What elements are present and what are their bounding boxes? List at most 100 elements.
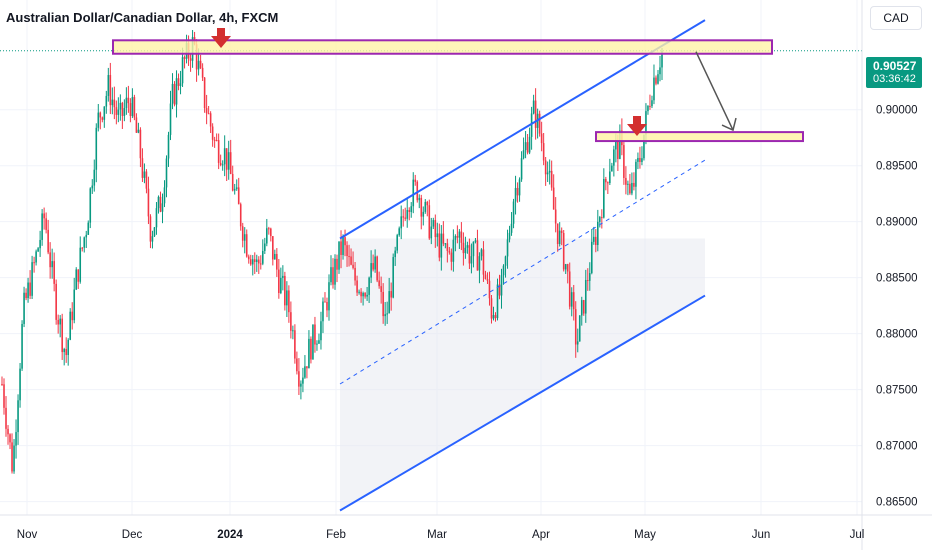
candle-body xyxy=(617,141,619,159)
candle-body xyxy=(59,318,61,325)
candle-body xyxy=(21,323,23,369)
x-tick-label: Mar xyxy=(427,529,447,541)
candle-body xyxy=(83,237,86,248)
candle-body xyxy=(546,172,549,175)
candle-body xyxy=(436,233,439,238)
candle-body xyxy=(141,158,144,178)
last-price-value: 0.90527 xyxy=(873,59,917,73)
candle-body xyxy=(597,221,599,245)
candle-body xyxy=(344,237,346,246)
candle-body xyxy=(89,188,92,223)
candle-body xyxy=(470,256,473,264)
candle-body xyxy=(420,197,423,217)
candle-body xyxy=(302,377,304,384)
candle-body xyxy=(408,210,411,213)
candle-body xyxy=(452,239,455,262)
candle-body xyxy=(350,256,352,265)
candle-body xyxy=(649,105,651,107)
candle-body xyxy=(500,275,503,296)
x-tick-label: May xyxy=(634,529,656,541)
candle-body xyxy=(105,95,108,107)
candle-body xyxy=(374,256,376,270)
candle-body xyxy=(601,217,603,219)
candle-body xyxy=(564,264,567,270)
candle-body xyxy=(109,75,112,106)
candle-body xyxy=(67,339,70,356)
candle-body xyxy=(627,183,629,185)
candle-body xyxy=(611,165,613,172)
channel-shade xyxy=(340,238,705,511)
candle-body xyxy=(117,109,120,115)
candle-body xyxy=(243,234,246,241)
candle-body xyxy=(133,97,136,118)
candle-body xyxy=(592,236,595,242)
candle-body xyxy=(647,105,649,112)
candle-body xyxy=(171,83,174,104)
candle-body xyxy=(3,384,5,408)
candle-body xyxy=(530,113,533,137)
candle-body xyxy=(488,280,491,299)
candle-body xyxy=(179,83,182,86)
candle-body xyxy=(510,223,513,233)
x-tick-label: Jul xyxy=(850,529,865,541)
candle-body xyxy=(111,99,114,106)
candle-body xyxy=(326,301,328,311)
candle-body xyxy=(382,291,384,317)
currency-button[interactable]: CAD xyxy=(870,6,922,30)
candle-body xyxy=(73,289,76,321)
candle-body xyxy=(496,284,499,319)
candle-body xyxy=(629,183,631,194)
candle-body xyxy=(356,280,358,293)
candle-body xyxy=(404,217,407,219)
candle-body xyxy=(189,58,192,61)
candle-body xyxy=(175,78,178,105)
candle-body xyxy=(504,256,507,266)
candle-body xyxy=(360,291,362,297)
candle-body xyxy=(235,187,238,189)
candle-body xyxy=(195,44,198,70)
candle-body xyxy=(410,206,413,213)
candle-body xyxy=(394,250,396,258)
candle-body xyxy=(482,249,485,275)
candle-body xyxy=(203,77,206,109)
candle-body xyxy=(332,267,334,285)
candle-body xyxy=(7,428,9,435)
candle-body xyxy=(631,182,633,194)
x-tick-label: Jun xyxy=(752,529,771,541)
candle-body xyxy=(605,178,607,183)
candle-body xyxy=(490,298,493,319)
candle-body xyxy=(446,243,449,251)
candle-body xyxy=(588,273,591,281)
candle-body xyxy=(338,241,340,270)
candle-body xyxy=(639,157,641,162)
candle-body xyxy=(340,241,342,255)
candle-body xyxy=(270,228,272,237)
candle-body xyxy=(641,158,643,162)
candle-body xyxy=(514,187,517,202)
candle-body xyxy=(566,264,569,272)
candle-body xyxy=(276,253,278,270)
candle-body xyxy=(137,129,140,133)
candle-body xyxy=(99,112,102,118)
candle-body xyxy=(159,196,162,212)
y-tick-label: 0.90000 xyxy=(876,105,918,117)
candle-body xyxy=(354,267,356,281)
candle-body xyxy=(320,321,322,341)
candle-body xyxy=(217,140,220,163)
candle-body xyxy=(554,209,557,224)
candle-body xyxy=(462,242,465,254)
candle-body xyxy=(454,236,457,240)
candle-body xyxy=(474,240,477,242)
candle-body xyxy=(607,182,609,184)
candle-body xyxy=(205,108,208,114)
candle-body xyxy=(528,136,531,153)
candle-body xyxy=(249,259,252,265)
candle-body xyxy=(466,245,469,248)
candle-body xyxy=(570,292,573,307)
candle-body xyxy=(396,235,398,251)
candle-body xyxy=(274,253,276,260)
candle-body xyxy=(197,60,200,70)
candle-body xyxy=(464,247,467,254)
x-tick-label: Nov xyxy=(17,529,38,541)
